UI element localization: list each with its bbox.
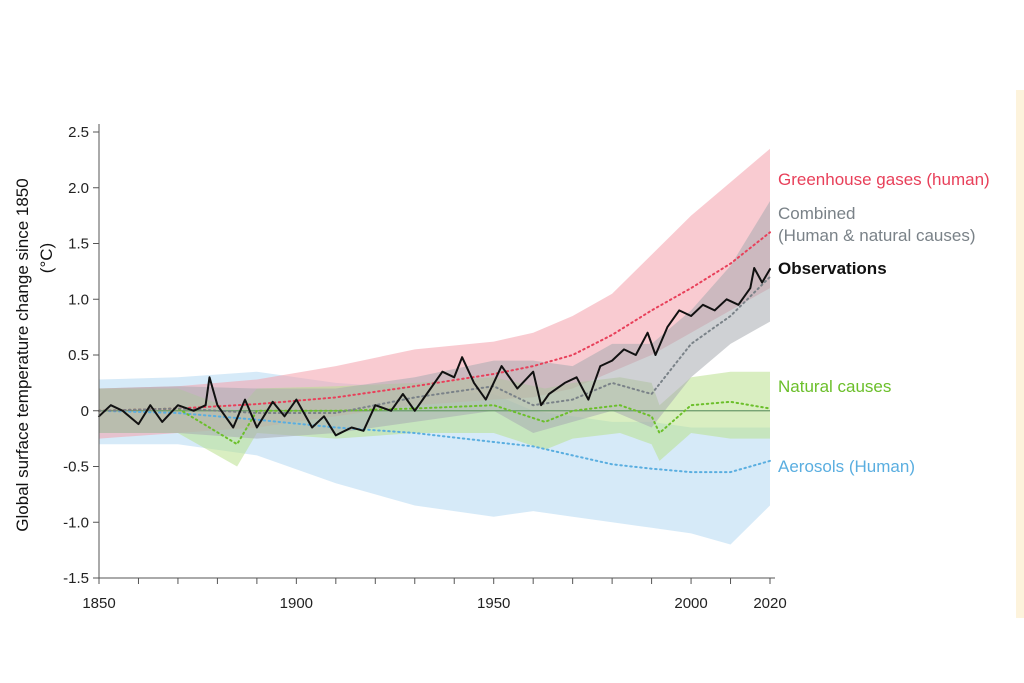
y-tick-label: 1.5 [68,236,89,253]
figure-bottom-band [0,618,1024,683]
x-tick-label: 1850 [82,595,115,612]
y-tick-label: -1.0 [63,514,89,531]
legend-aerosols: Aerosols (Human) [778,457,915,476]
y-tick-label: 0.5 [68,347,89,364]
y-axis-label-line2: (°C) [37,243,56,273]
y-tick-label: 2.5 [68,124,89,141]
legend-greenhouse-gases: Greenhouse gases (human) [778,170,990,189]
y-tick-label: 1.0 [68,291,89,308]
series-labels: Greenhouse gases (human) Combined (Human… [778,170,990,476]
legend-observations: Observations [778,259,887,278]
x-tick-label: 1950 [477,595,510,612]
y-tick-label: 2.0 [68,180,89,197]
y-tick-label: 0 [81,403,89,420]
line-aerosols-human [98,409,771,474]
y-tick-label: -0.5 [63,459,89,476]
x-tick-label: 2000 [674,595,707,612]
y-axis-label-line1: Global surface temperature change since … [13,178,32,531]
figure-side-strip [1016,90,1024,618]
legend-natural-causes: Natural causes [778,377,891,396]
axes [98,124,775,579]
y-tick-label: -1.5 [63,570,89,587]
uncertainty-bands [99,148,770,545]
x-ticks: 1850 1900 1950 2000 2020 [82,578,787,612]
y-axis-label: Global surface temperature change since … [13,178,56,531]
line-natural-causes [98,400,771,446]
line-combined-human-natural-causes [98,275,771,414]
line-observations [98,267,771,437]
x-tick-label: 2020 [753,595,786,612]
y-ticks: 2.5 2.0 1.5 1.0 0.5 0 -0.5 -1.0 -1.5 [63,124,99,587]
x-tick-label: 1900 [280,595,313,612]
series-lines [98,231,771,474]
legend-combined-detail: (Human & natural causes) [778,226,975,245]
line-greenhouse-gases-human [98,231,771,412]
legend-combined: Combined [778,204,856,223]
band-combined-human-natural-causes [99,201,770,439]
